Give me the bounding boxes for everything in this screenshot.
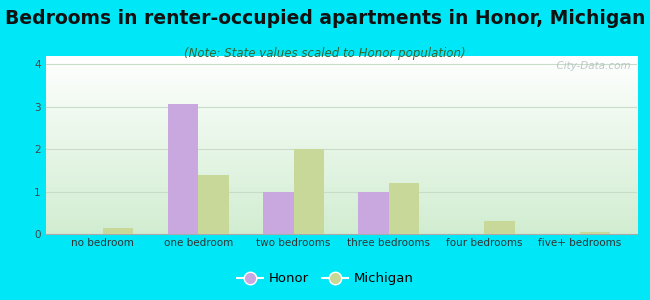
- Legend: Honor, Michigan: Honor, Michigan: [231, 267, 419, 290]
- Bar: [103, 228, 133, 234]
- Text: Bedrooms in renter-occupied apartments in Honor, Michigan: Bedrooms in renter-occupied apartments i…: [5, 9, 645, 28]
- Bar: [389, 183, 419, 234]
- Bar: [263, 191, 294, 234]
- Text: (Note: State values scaled to Honor population): (Note: State values scaled to Honor popu…: [184, 46, 466, 59]
- Bar: [294, 149, 324, 234]
- Text: City-Data.com: City-Data.com: [551, 61, 631, 71]
- Bar: [198, 175, 229, 234]
- Bar: [358, 191, 389, 234]
- Bar: [580, 232, 610, 234]
- Bar: [168, 104, 198, 234]
- Bar: [484, 221, 515, 234]
